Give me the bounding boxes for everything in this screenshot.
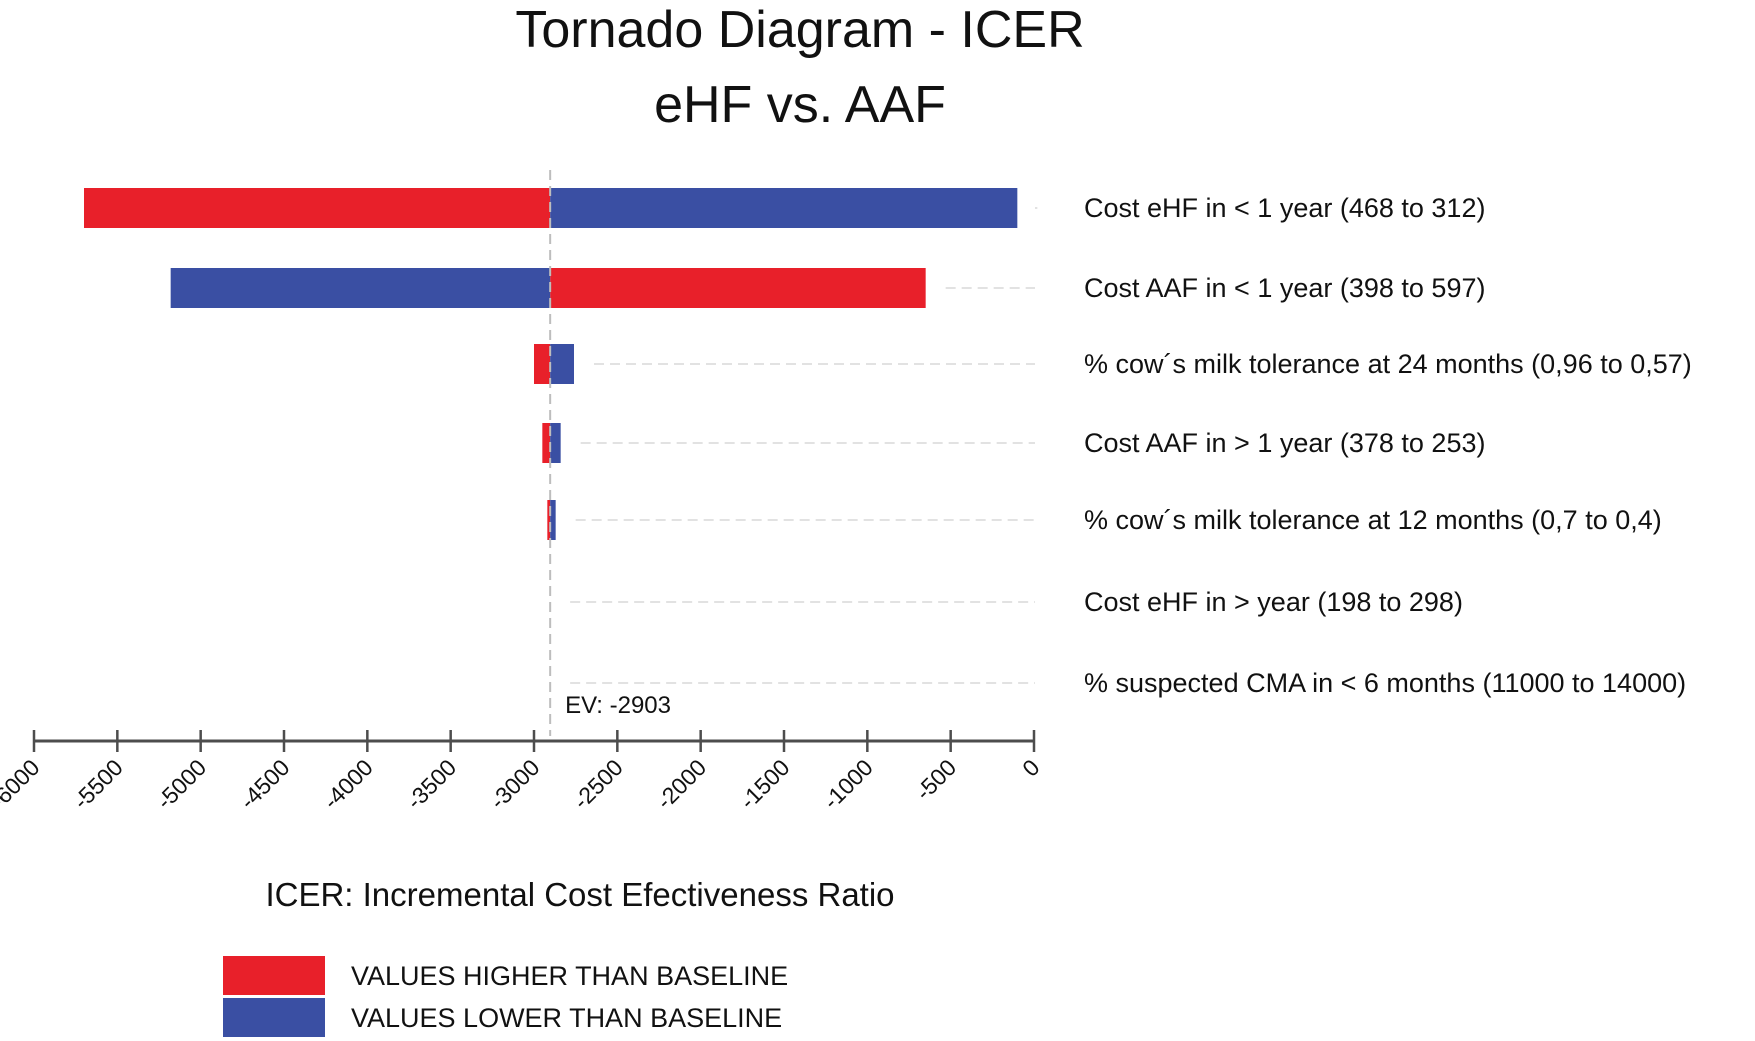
x-tick-label: -5500 <box>68 754 128 814</box>
x-tick-label: -1500 <box>735 754 795 814</box>
row-label: Cost eHF in > year (198 to 298) <box>1084 587 1463 617</box>
bars-group <box>84 188 1018 540</box>
bar-lower <box>550 188 1018 228</box>
x-tick-label: -6000 <box>0 754 45 814</box>
x-tick-label: -2500 <box>568 754 628 814</box>
x-tick-label: -2000 <box>651 754 711 814</box>
x-tick-label: 0 <box>1017 754 1044 781</box>
chart-subtitle: eHF vs. AAF <box>654 76 946 134</box>
legend: VALUES HIGHER THAN BASELINE VALUES LOWER… <box>223 956 788 1037</box>
x-tick-label: -4000 <box>318 754 378 814</box>
x-tick-label: -500 <box>910 754 961 805</box>
row-label: Cost AAF in < 1 year (398 to 597) <box>1084 273 1485 303</box>
x-tick-label: -3500 <box>401 754 461 814</box>
bar-higher <box>547 500 551 540</box>
bar-lower <box>170 268 551 308</box>
x-axis-label: ICER: Incremental Cost Efectiveness Rati… <box>265 876 894 913</box>
x-tick-label: -3000 <box>485 754 545 814</box>
chart-title: Tornado Diagram - ICER <box>515 1 1084 59</box>
legend-swatch-higher <box>223 956 325 995</box>
bar-lower <box>550 500 556 540</box>
legend-swatch-lower <box>223 998 325 1037</box>
row-label: % cow´s milk tolerance at 12 months (0,7… <box>1084 505 1662 535</box>
x-tick-label: -5000 <box>151 754 211 814</box>
x-tick-label: -4500 <box>235 754 295 814</box>
x-axis: -6000 -5500 -5000 -4500 -4000 -3500 -3000 -2500… <box>0 730 1045 814</box>
row-label: % cow´s milk tolerance at 24 months (0,9… <box>1084 349 1692 379</box>
row-labels: Cost eHF in < 1 year (468 to 312) Cost AA… <box>1084 193 1692 698</box>
bar-lower <box>550 344 574 384</box>
x-tick-label: -1000 <box>818 754 878 814</box>
bar-higher <box>550 268 926 308</box>
legend-label-lower: VALUES LOWER THAN BASELINE <box>351 1003 782 1033</box>
bar-higher <box>542 423 551 463</box>
row-guides <box>570 207 1038 684</box>
legend-label-higher: VALUES HIGHER THAN BASELINE <box>351 961 788 991</box>
row-label: Cost eHF in < 1 year (468 to 312) <box>1084 193 1485 223</box>
bar-higher <box>534 344 551 384</box>
bar-higher <box>84 188 551 228</box>
ev-label: EV: -2903 <box>565 692 671 719</box>
bar-lower <box>550 423 561 463</box>
row-label: % suspected CMA in < 6 months (11000 to … <box>1084 668 1686 698</box>
row-label: Cost AAF in > 1 year (378 to 253) <box>1084 428 1485 458</box>
